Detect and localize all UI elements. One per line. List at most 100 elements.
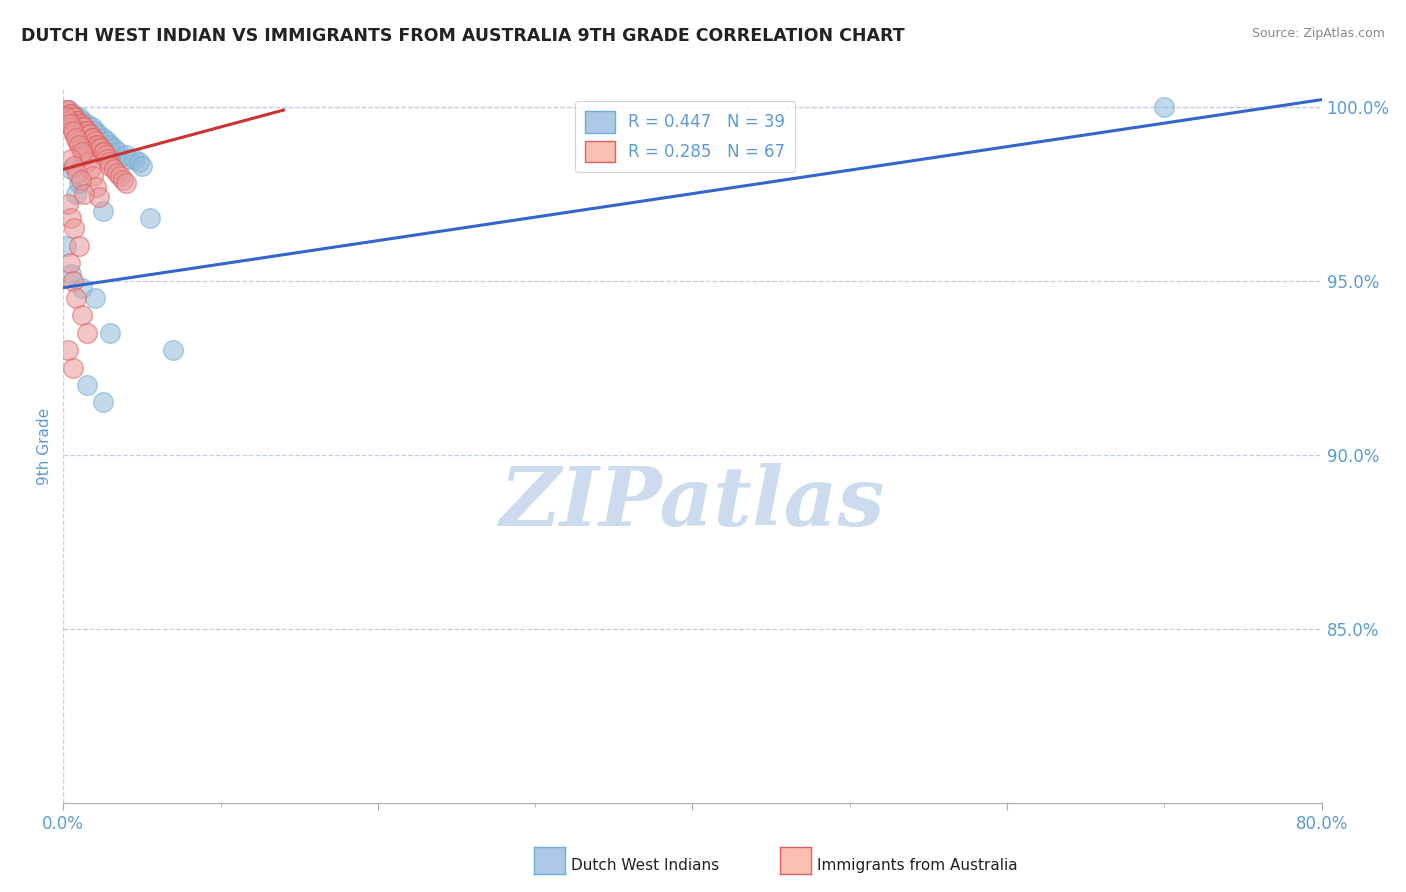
Point bbox=[65, 186, 87, 201]
Point bbox=[80, 120, 103, 135]
Point bbox=[87, 128, 110, 142]
Text: Immigrants from Australia: Immigrants from Australia bbox=[817, 858, 1018, 872]
Text: Source: ZipAtlas.com: Source: ZipAtlas.com bbox=[1251, 27, 1385, 40]
Point bbox=[100, 152, 122, 166]
Point bbox=[84, 179, 107, 194]
Point bbox=[60, 162, 83, 177]
Point bbox=[58, 256, 80, 270]
Point bbox=[77, 128, 100, 142]
Point bbox=[56, 197, 79, 211]
Point bbox=[56, 343, 79, 358]
Point bbox=[70, 145, 93, 159]
Point bbox=[115, 176, 138, 190]
Point bbox=[83, 141, 105, 155]
Point bbox=[79, 128, 101, 142]
Point bbox=[55, 110, 77, 124]
Point bbox=[65, 131, 87, 145]
Point bbox=[73, 120, 96, 135]
Point bbox=[1153, 100, 1175, 114]
Point bbox=[76, 135, 98, 149]
Point bbox=[118, 152, 141, 166]
Point bbox=[76, 117, 98, 131]
Point bbox=[66, 113, 89, 128]
Text: Dutch West Indians: Dutch West Indians bbox=[571, 858, 718, 872]
Point bbox=[60, 106, 83, 120]
Legend: R = 0.447   N = 39, R = 0.285   N = 67: R = 0.447 N = 39, R = 0.285 N = 67 bbox=[575, 101, 796, 172]
Point bbox=[60, 211, 83, 225]
Point bbox=[73, 148, 96, 162]
Point bbox=[63, 110, 86, 124]
Point bbox=[63, 128, 86, 142]
Point bbox=[69, 117, 91, 131]
Point bbox=[84, 137, 107, 152]
Point bbox=[60, 267, 83, 281]
Point bbox=[56, 113, 79, 128]
Point bbox=[56, 103, 79, 117]
Point bbox=[65, 113, 87, 128]
Text: ZIPatlas: ZIPatlas bbox=[499, 463, 886, 543]
Point bbox=[76, 124, 98, 138]
Point bbox=[115, 148, 138, 162]
Point bbox=[83, 291, 105, 305]
Point bbox=[93, 145, 115, 159]
Point bbox=[82, 131, 104, 145]
Point bbox=[58, 117, 80, 131]
Point bbox=[91, 204, 114, 219]
Point bbox=[67, 176, 90, 190]
Point bbox=[112, 172, 135, 186]
Point bbox=[97, 155, 120, 169]
Point bbox=[69, 141, 91, 155]
Y-axis label: 9th Grade: 9th Grade bbox=[37, 408, 52, 484]
Point bbox=[67, 124, 90, 138]
Point bbox=[100, 159, 122, 173]
Point bbox=[76, 155, 98, 169]
Point bbox=[63, 221, 86, 235]
Point bbox=[83, 124, 105, 138]
Point bbox=[65, 291, 87, 305]
Point bbox=[128, 155, 150, 169]
Point bbox=[70, 120, 93, 135]
Point bbox=[103, 162, 125, 177]
Point bbox=[83, 135, 105, 149]
Point bbox=[67, 137, 90, 152]
Point bbox=[67, 239, 90, 253]
Point bbox=[79, 162, 101, 177]
Point bbox=[122, 152, 145, 166]
Point bbox=[73, 186, 96, 201]
Point bbox=[162, 343, 184, 358]
Point bbox=[65, 110, 87, 124]
Point bbox=[56, 103, 79, 117]
Point bbox=[96, 135, 118, 149]
Point bbox=[58, 113, 80, 128]
Point bbox=[96, 152, 118, 166]
Point bbox=[63, 159, 86, 173]
Point bbox=[89, 141, 111, 155]
Point bbox=[70, 280, 93, 294]
Point bbox=[58, 106, 80, 120]
Point bbox=[75, 124, 97, 138]
Point bbox=[69, 172, 91, 186]
Point bbox=[91, 395, 114, 409]
Point bbox=[82, 169, 104, 184]
Point bbox=[55, 103, 77, 117]
Point bbox=[107, 145, 129, 159]
Point bbox=[60, 106, 83, 120]
Point bbox=[76, 326, 98, 340]
Point bbox=[91, 131, 114, 145]
Point bbox=[60, 120, 83, 135]
Point bbox=[62, 110, 84, 124]
Point bbox=[91, 145, 114, 159]
Point bbox=[100, 137, 122, 152]
Point bbox=[100, 326, 122, 340]
Point bbox=[131, 159, 153, 173]
Point bbox=[70, 113, 93, 128]
Point bbox=[62, 274, 84, 288]
Point bbox=[67, 117, 90, 131]
Point bbox=[60, 152, 83, 166]
Point bbox=[66, 166, 89, 180]
Point bbox=[62, 124, 84, 138]
Point bbox=[67, 110, 90, 124]
Point bbox=[103, 141, 125, 155]
Point bbox=[76, 378, 98, 392]
Point bbox=[62, 360, 84, 375]
